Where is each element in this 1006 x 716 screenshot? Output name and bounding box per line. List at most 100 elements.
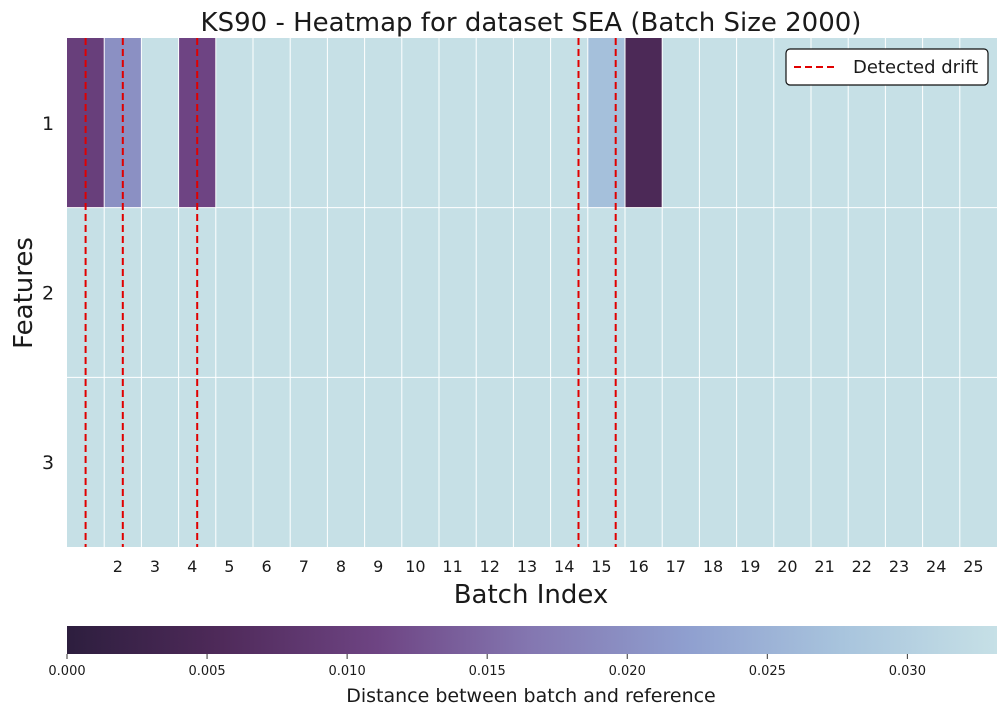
heatmap-cell (215, 38, 253, 208)
heatmap-cell (811, 207, 849, 378)
x-tick-label: 5 (224, 557, 234, 576)
heatmap-cell (811, 377, 849, 547)
heatmap-cell (215, 207, 253, 378)
heatmap-cell (736, 377, 774, 547)
heatmap-cell (439, 377, 477, 547)
legend-label: Detected drift (853, 57, 978, 78)
x-axis-label: Batch Index (454, 580, 609, 610)
x-tick-label: 7 (299, 557, 309, 576)
heatmap-grid (67, 38, 997, 547)
heatmap-cell (439, 38, 477, 208)
x-tick-labels: 2 3 4 5 6 7 8 9 10 11 12 13 14 15 16 17 18 19 20 21 22 23 24 25 (113, 557, 984, 576)
x-tick-label: 13 (517, 557, 537, 576)
heatmap-cell (662, 377, 700, 547)
chart-title: KS90 - Heatmap for dataset SEA (Batch Si… (201, 8, 862, 38)
heatmap-cell (327, 377, 365, 547)
colorbar-tick-label: 0.015 (469, 664, 506, 679)
heatmap-cell (476, 38, 514, 208)
heatmap-cell (625, 207, 663, 378)
colorbar-tick-label: 0.025 (749, 664, 786, 679)
heatmap-cell (327, 207, 365, 378)
heatmap-cell (253, 207, 291, 378)
heatmap-cell (476, 377, 514, 547)
drift-lines (84, 38, 617, 547)
colorbar-tick-label: 0.010 (329, 664, 366, 679)
heatmap-cell (439, 207, 477, 378)
y-tick-label: 3 (42, 452, 54, 474)
heatmap-cell (513, 377, 551, 547)
colorbar-tick-label: 0.020 (609, 664, 646, 679)
x-tick-label: 8 (336, 557, 346, 576)
heatmap-cell (364, 377, 402, 547)
heatmap-cell (699, 377, 737, 547)
heatmap-cell (625, 38, 663, 208)
heatmap-cell (885, 377, 923, 547)
heatmap-cell (885, 207, 923, 378)
x-tick-label: 25 (963, 557, 983, 576)
x-tick-label: 14 (554, 557, 574, 576)
heatmap-cell (587, 207, 625, 378)
heatmap-cell (922, 207, 960, 378)
y-tick-label: 2 (42, 283, 54, 305)
heatmap-cell (922, 377, 960, 547)
legend-box (785, 48, 989, 86)
heatmap-cell (401, 38, 439, 208)
x-tick-label: 4 (187, 557, 197, 576)
heatmap-cell (773, 377, 811, 547)
colorbar-tick-label: 0.000 (48, 664, 85, 679)
x-tick-label: 15 (591, 557, 611, 576)
x-tick-label: 22 (852, 557, 872, 576)
heatmap-cell (550, 207, 588, 378)
x-tick-label: 2 (113, 557, 123, 576)
heatmap-cell (141, 207, 179, 378)
heatmap-cell (848, 377, 886, 547)
heatmap-cell (290, 207, 328, 378)
colorbar-ticks: 0.000 0.005 0.010 0.015 0.020 0.025 0.030 (48, 654, 926, 679)
heatmap-cell (141, 38, 179, 208)
heatmap-cell (587, 377, 625, 547)
x-tick-label: 3 (150, 557, 160, 576)
x-tick-label: 6 (262, 557, 272, 576)
heatmap-cell (290, 377, 328, 547)
heatmap-cell (662, 38, 700, 208)
heatmap-cell (253, 377, 291, 547)
heatmap-cell (699, 38, 737, 208)
x-tick-label: 24 (926, 557, 946, 576)
colorbar (67, 626, 997, 654)
heatmap-cell (290, 38, 328, 208)
colorbar-tick-label: 0.005 (188, 664, 225, 679)
heatmap-cell (736, 207, 774, 378)
x-tick-label: 12 (480, 557, 500, 576)
legend: Detected drift (785, 48, 989, 86)
heatmap-cell (848, 207, 886, 378)
colorbar-tick-label: 0.030 (889, 664, 926, 679)
x-tick-label: 21 (814, 557, 834, 576)
x-tick-label: 10 (405, 557, 425, 576)
heatmap-cell (550, 377, 588, 547)
heatmap-cell (625, 377, 663, 547)
y-tick-label: 1 (42, 113, 54, 135)
x-tick-label: 18 (703, 557, 723, 576)
x-tick-label: 19 (740, 557, 760, 576)
heatmap-cell (550, 38, 588, 208)
y-axis-label: Features (9, 237, 39, 349)
heatmap-cells (67, 38, 997, 547)
heatmap-cell (959, 207, 997, 378)
colorbar-label: Distance between batch and reference (346, 685, 716, 707)
y-tick-labels: 1 2 3 (42, 113, 54, 474)
heatmap-cell (513, 207, 551, 378)
heatmap-cell (773, 207, 811, 378)
heatmap-cell (401, 377, 439, 547)
x-tick-label: 23 (889, 557, 909, 576)
heatmap-cell (327, 38, 365, 208)
heatmap-cell (736, 38, 774, 208)
heatmap-cell (215, 377, 253, 547)
heatmap-cell (662, 207, 700, 378)
heatmap-cell (476, 207, 514, 378)
heatmap-cell (141, 377, 179, 547)
heatmap-cell (253, 38, 291, 208)
x-tick-label: 16 (628, 557, 648, 576)
heatmap-cell (401, 207, 439, 378)
heatmap-cell (587, 38, 625, 208)
